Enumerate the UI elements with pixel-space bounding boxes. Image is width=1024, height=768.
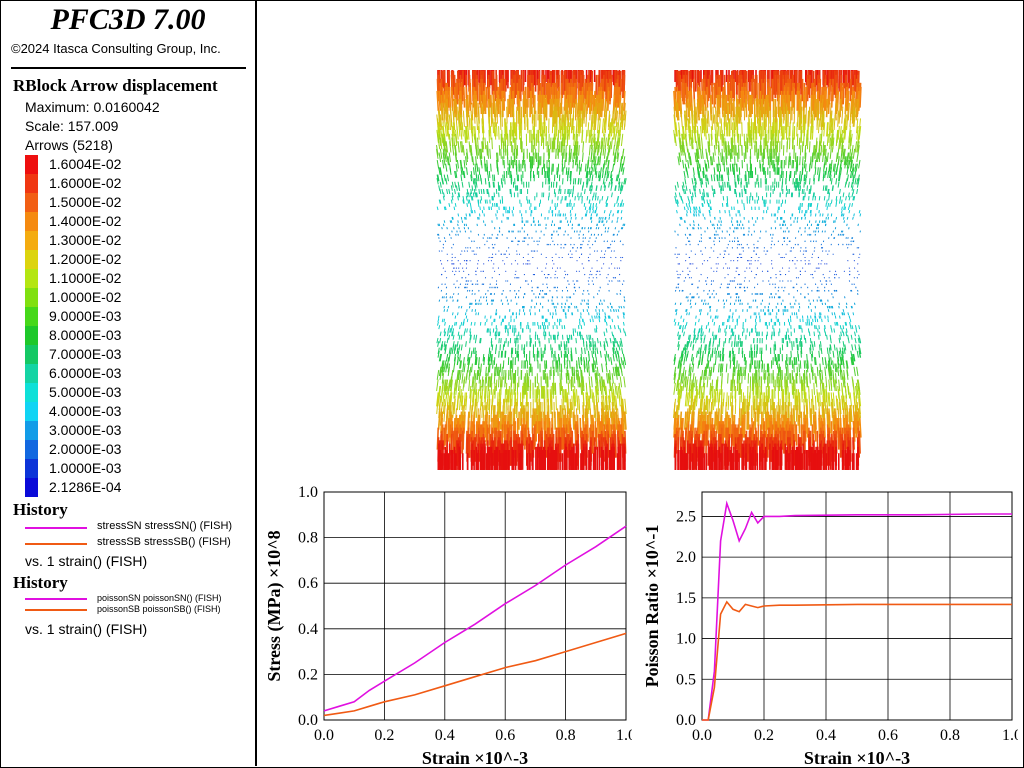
x-tick-label: 0.2 (374, 727, 394, 744)
legend-swatch (25, 383, 38, 402)
plot-area (323, 491, 627, 721)
x-axis-label: Strain ×10^-3 (804, 748, 910, 766)
legend-swatch (25, 364, 38, 383)
y-tick-label: 0.5 (676, 671, 696, 688)
legend-swatch (25, 459, 38, 478)
y-tick-label: 0.8 (298, 530, 318, 547)
legend-label: 1.3000E-02 (49, 232, 122, 248)
legend-swatch (25, 307, 38, 326)
legend-swatch (25, 212, 38, 231)
series-stressSN (323, 525, 627, 712)
y-tick-label: 0.0 (676, 712, 696, 729)
x-tick-label: 0.4 (435, 727, 455, 744)
x-tick-label: 0.0 (314, 727, 334, 744)
y-tick-label: 1.5 (676, 590, 696, 607)
history1-label-sb: stressSB stressSB() (FISH) (97, 536, 231, 548)
legend-swatch (25, 326, 38, 345)
history2-swatch-sb (25, 609, 87, 611)
history1-vs: vs. 1 strain() (FISH) (25, 553, 148, 569)
x-tick-label: 1.0 (616, 727, 632, 744)
x-tick-label: 0.2 (754, 727, 774, 744)
rblock-scale: Scale: 157.009 (25, 118, 119, 134)
legend-label: 1.2000E-02 (49, 251, 122, 267)
legend-label: 2.0000E-03 (49, 441, 122, 457)
legend-label: 8.0000E-03 (49, 327, 122, 343)
legend-swatch (25, 174, 38, 193)
rblock-heading: RBlock Arrow displacement (13, 76, 218, 95)
poisson-strain-chart: 0.0 0.2 0.4 0.6 0.8 1.0 0.0 0.5 1.0 1.5 2.0 2.5 Stra… (642, 491, 1018, 766)
rblock-arrows-count: Arrows (5218) (25, 137, 113, 153)
specimen-right (673, 70, 862, 470)
legend-swatch (25, 421, 38, 440)
y-tick-label: 0.2 (298, 666, 318, 683)
legend-label: 6.0000E-03 (49, 365, 122, 381)
legend-label: 1.4000E-02 (49, 213, 122, 229)
legend-swatch (25, 345, 38, 364)
x-tick-label: 0.4 (816, 727, 836, 744)
x-tick-label: 1.0 (1002, 727, 1018, 744)
series-stressSB (323, 632, 627, 717)
y-tick-label: 2.0 (676, 549, 696, 566)
legend-swatch (25, 269, 38, 288)
legend-swatch (25, 193, 38, 212)
legend-swatch (25, 402, 38, 421)
legend-swatch (25, 231, 38, 250)
legend-label: 9.0000E-03 (49, 308, 122, 324)
x-tick-label: 0.0 (692, 727, 712, 744)
legend-sidebar: PFC3D 7.00 ©2024 Itasca Consulting Group… (1, 1, 257, 766)
y-axis-label: Poisson Ratio ×10^-1 (642, 525, 662, 688)
stress-strain-chart: 0.0 0.2 0.4 0.6 0.8 1.0 0.0 0.2 0.4 0.6 0.8 1.0 Stra… (264, 484, 632, 766)
legend-label: 2.1286E-04 (49, 479, 122, 495)
history2-label-sn: poissonSN poissonSN() (FISH) (97, 593, 222, 603)
y-tick-label: 0.6 (298, 575, 318, 592)
legend-label: 1.0000E-02 (49, 289, 122, 305)
series-poissonSB (702, 600, 1012, 721)
legend-label: 1.6000E-02 (49, 175, 122, 191)
y-tick-label: 1.0 (298, 484, 318, 501)
series-poissonSN (702, 500, 1012, 721)
legend-label: 1.6004E-02 (49, 156, 122, 172)
x-tick-label: 0.8 (940, 727, 960, 744)
history1-swatch-sn (25, 527, 87, 529)
history2-swatch-sn (25, 598, 87, 600)
specimen-left (436, 70, 627, 470)
y-axis-label: Stress (MPa) ×10^8 (264, 530, 285, 681)
history1-label-sn: stressSN stressSN() (FISH) (97, 520, 233, 532)
legend-swatch (25, 250, 38, 269)
legend-label: 7.0000E-03 (49, 346, 122, 362)
history1-heading: History (13, 500, 68, 519)
history2-heading: History (13, 573, 68, 592)
y-tick-label: 2.5 (676, 508, 696, 525)
legend-swatch (25, 155, 38, 174)
x-tick-label: 0.8 (556, 727, 576, 744)
legend-label: 3.0000E-03 (49, 422, 122, 438)
history1-swatch-sb (25, 543, 87, 545)
x-tick-label: 0.6 (878, 727, 898, 744)
legend-label: 4.0000E-03 (49, 403, 122, 419)
copyright: ©2024 Itasca Consulting Group, Inc. (11, 41, 221, 56)
legend-label: 1.1000E-02 (49, 270, 122, 286)
y-tick-label: 1.0 (676, 631, 696, 648)
y-tick-label: 0.4 (298, 621, 318, 638)
legend-label: 5.0000E-03 (49, 384, 122, 400)
x-axis-label: Strain ×10^-3 (422, 748, 528, 766)
displacement-arrow-plot (436, 70, 862, 470)
history2-label-sb: poissonSB poissonSB() (FISH) (97, 604, 221, 614)
legend-swatch (25, 478, 38, 497)
legend-swatch (25, 288, 38, 307)
app-title: PFC3D 7.00 (50, 3, 206, 36)
history2-vs: vs. 1 strain() (FISH) (25, 621, 148, 637)
title-divider (11, 67, 246, 69)
legend-label: 1.0000E-03 (49, 460, 122, 476)
legend-swatch (25, 440, 38, 459)
x-tick-label: 0.6 (495, 727, 515, 744)
rblock-maximum: Maximum: 0.0160042 (25, 99, 160, 115)
y-tick-label: 0.0 (298, 712, 318, 729)
legend-label: 1.5000E-02 (49, 194, 122, 210)
